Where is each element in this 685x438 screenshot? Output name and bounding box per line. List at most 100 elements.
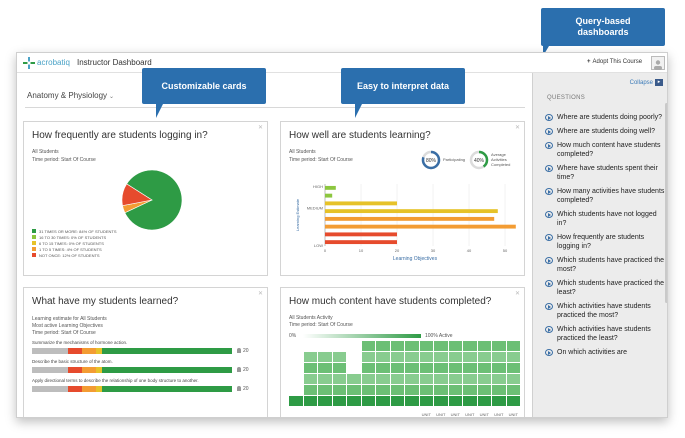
module-cell[interactable] — [463, 341, 477, 351]
objective-row[interactable]: Apply directional terms to describe the … — [32, 378, 264, 397]
card-content-completed[interactable]: ✕ How much content have students complet… — [280, 287, 525, 417]
module-cell[interactable] — [419, 396, 433, 406]
module-cell[interactable] — [448, 385, 462, 395]
module-cell[interactable] — [448, 352, 462, 362]
module-cell[interactable] — [361, 341, 375, 351]
module-cell[interactable] — [405, 396, 419, 406]
module-cell[interactable] — [390, 385, 404, 395]
module-cell[interactable] — [492, 374, 506, 384]
module-cell[interactable] — [361, 385, 375, 395]
module-cell[interactable] — [477, 385, 491, 395]
module-cell[interactable] — [318, 396, 332, 406]
module-cell[interactable] — [347, 385, 361, 395]
module-cell[interactable] — [434, 363, 448, 373]
module-cell[interactable] — [506, 352, 520, 362]
module-cell[interactable] — [390, 341, 404, 351]
module-cell[interactable] — [477, 363, 491, 373]
module-cell[interactable] — [303, 352, 317, 362]
module-cell[interactable] — [434, 374, 448, 384]
module-cell[interactable] — [376, 396, 390, 406]
module-cell[interactable] — [506, 341, 520, 351]
question-item[interactable]: Which activities have students practiced… — [545, 302, 667, 320]
module-cell[interactable] — [390, 374, 404, 384]
module-cell[interactable] — [506, 385, 520, 395]
module-cell[interactable] — [434, 385, 448, 395]
module-cell[interactable] — [492, 363, 506, 373]
question-item[interactable]: How much content have students completed… — [545, 141, 667, 159]
course-selector[interactable]: Anatomy & Physiology ⌄ — [27, 91, 114, 100]
module-cell[interactable] — [492, 352, 506, 362]
question-item[interactable]: How many activities have students comple… — [545, 187, 667, 205]
module-cell[interactable] — [332, 352, 346, 362]
module-cell[interactable] — [376, 363, 390, 373]
module-cell[interactable] — [405, 385, 419, 395]
module-cell[interactable] — [463, 363, 477, 373]
module-cell[interactable] — [419, 374, 433, 384]
module-cell[interactable] — [318, 352, 332, 362]
module-cell[interactable] — [419, 352, 433, 362]
objective-row[interactable]: Describe the basic structure of the atom… — [32, 359, 264, 378]
module-cell[interactable] — [506, 374, 520, 384]
question-item[interactable]: Which students have practiced the most? — [545, 256, 667, 274]
question-item[interactable]: Which activities have students practiced… — [545, 325, 667, 343]
module-cell[interactable] — [477, 396, 491, 406]
module-cell[interactable] — [361, 352, 375, 362]
question-item[interactable]: On which activities are — [545, 348, 667, 357]
card-login-frequency[interactable]: ✕ How frequently are students logging in… — [23, 121, 268, 276]
module-cell[interactable] — [434, 396, 448, 406]
module-cell[interactable] — [434, 352, 448, 362]
module-cell[interactable] — [463, 374, 477, 384]
module-cell[interactable] — [318, 374, 332, 384]
card-learning[interactable]: ✕ How well are students learning? All St… — [280, 121, 525, 276]
adopt-course-button[interactable]: + Adopt This Course — [587, 59, 642, 65]
module-cell[interactable] — [463, 352, 477, 362]
card-what-learned[interactable]: ✕ What have my students learned? Learnin… — [23, 287, 268, 417]
module-cell[interactable] — [477, 374, 491, 384]
question-item[interactable]: Where have students spent their time? — [545, 164, 667, 182]
close-icon[interactable]: ✕ — [514, 125, 520, 131]
module-cell[interactable] — [492, 341, 506, 351]
module-cell[interactable] — [434, 341, 448, 351]
module-cell[interactable] — [303, 396, 317, 406]
module-cell[interactable] — [318, 363, 332, 373]
close-icon[interactable]: ✕ — [257, 125, 263, 131]
module-cell[interactable] — [405, 363, 419, 373]
module-cell[interactable] — [303, 385, 317, 395]
module-cell[interactable] — [492, 396, 506, 406]
module-cell[interactable] — [347, 396, 361, 406]
avatar[interactable] — [651, 56, 665, 70]
module-cell[interactable] — [419, 363, 433, 373]
module-cell[interactable] — [463, 396, 477, 406]
module-cell[interactable] — [303, 363, 317, 373]
module-cell[interactable] — [361, 374, 375, 384]
module-cell[interactable] — [376, 374, 390, 384]
module-cell[interactable] — [448, 363, 462, 373]
module-cell[interactable] — [332, 385, 346, 395]
module-cell[interactable] — [448, 396, 462, 406]
module-cell[interactable] — [492, 385, 506, 395]
question-item[interactable]: Which students have practiced the least? — [545, 279, 667, 297]
module-cell[interactable] — [390, 352, 404, 362]
module-cell[interactable] — [332, 396, 346, 406]
module-cell[interactable] — [506, 396, 520, 406]
module-cell[interactable] — [390, 363, 404, 373]
module-cell[interactable] — [463, 385, 477, 395]
module-cell[interactable] — [477, 341, 491, 351]
question-item[interactable]: How frequently are students logging in? — [545, 233, 667, 251]
module-cell[interactable] — [332, 363, 346, 373]
collapse-button[interactable]: Collapse ▸ — [630, 79, 663, 86]
module-cell[interactable] — [405, 374, 419, 384]
module-cell[interactable] — [419, 341, 433, 351]
module-cell[interactable] — [448, 341, 462, 351]
question-item[interactable]: Which students have not logged in? — [545, 210, 667, 228]
module-cell[interactable] — [419, 385, 433, 395]
close-icon[interactable]: ✕ — [514, 291, 520, 297]
module-cell[interactable] — [361, 363, 375, 373]
scrollbar[interactable] — [665, 103, 667, 303]
module-cell[interactable] — [347, 374, 361, 384]
close-icon[interactable]: ✕ — [257, 291, 263, 297]
module-cell[interactable] — [361, 396, 375, 406]
question-item[interactable]: Where are students doing well? — [545, 127, 667, 136]
module-cell[interactable] — [376, 385, 390, 395]
module-cell[interactable] — [405, 352, 419, 362]
